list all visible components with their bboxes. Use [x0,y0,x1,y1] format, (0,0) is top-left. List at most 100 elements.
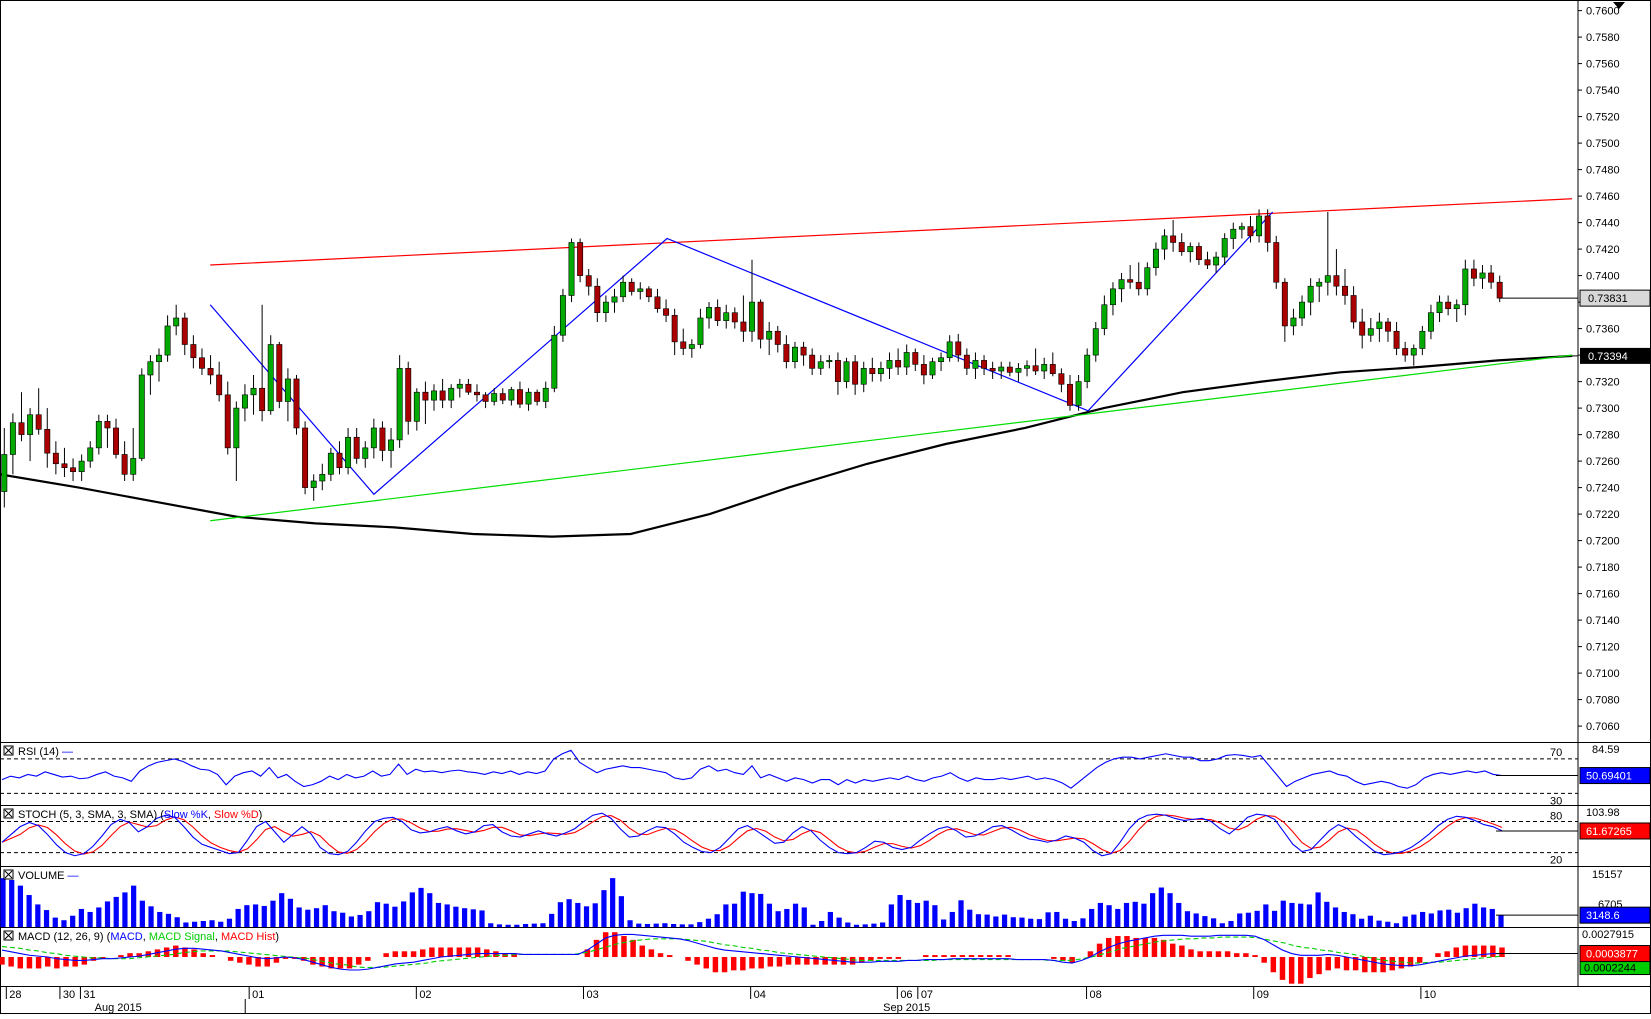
volume-bar [1359,918,1365,927]
macd-hist-bar [996,955,1002,957]
candle [1238,222,1245,239]
macd-hist-bar [1234,953,1240,957]
candle-body [611,296,618,303]
close-x-icon[interactable] [4,931,13,940]
volume-bar [662,923,668,927]
candle-body [1067,383,1073,406]
volume-bar [766,903,773,927]
candle [250,374,257,415]
x-tick-label: 30 [63,989,75,1001]
volume-bar [871,923,877,927]
volume-bar [984,914,990,927]
candle-body [241,394,248,409]
macd-hist-bar [1261,957,1267,963]
volume-bar [113,896,119,927]
candle [1316,278,1323,303]
candle-body [955,341,962,356]
macd-hist-bar [1279,957,1286,980]
macd-hist-bar [209,955,216,957]
price-tick-label: 0.7540 [1586,85,1620,97]
candle [508,386,515,406]
macd-hist-bar [72,957,78,967]
candle-body [439,390,446,401]
candle [1075,374,1082,411]
macd-hist-bar [1352,957,1359,971]
macd-hist-bar [227,957,234,961]
volume-bar [1489,908,1495,927]
macd-hist-bar [1206,951,1213,957]
candle [723,304,730,329]
candle-body [1041,364,1048,372]
volume-bar [366,911,372,927]
macd-hist-bar [1380,957,1386,973]
candle-body [783,344,790,363]
macd-hist-bar [977,955,984,957]
candle-body [525,391,532,405]
candle-body [1453,304,1460,310]
price-tick-label: 0.7480 [1586,165,1620,177]
candle-body [1178,242,1185,253]
candle [448,384,455,409]
rsi-value-label: 50.69401 [1586,771,1632,783]
candle-body [156,354,162,363]
macd-hist-bar [447,947,453,957]
candle-body [164,325,171,356]
macd-hist-bar [17,957,24,969]
volume-bar [1062,918,1069,927]
candle [1187,242,1194,263]
candle [1488,265,1495,289]
volume-bar [836,917,842,927]
candle [1470,259,1477,287]
macd-hist-bar [895,957,902,959]
candle-body [1195,246,1202,260]
last-price-label: 0.73831 [1588,293,1628,305]
candle-body [27,414,34,435]
price-tick-label: 0.7500 [1586,138,1620,150]
candle [1281,278,1288,342]
rsi-line [1,749,1503,789]
volume-bar [1132,901,1138,927]
candle-body [706,307,712,319]
close-x-icon[interactable] [4,746,13,755]
candle-body [843,361,850,382]
candle-body [1488,272,1495,283]
macd-hist-bar [868,957,874,961]
candle-body [1359,321,1366,336]
x-tick-label: 04 [754,989,766,1001]
close-x-icon[interactable] [4,809,13,818]
candle [757,299,764,349]
macd-hist-bar [246,957,252,965]
volume-bar [914,902,921,927]
volume-bar [775,911,781,927]
volume-bar [671,923,677,927]
candle [920,355,927,385]
candle-body [1307,285,1314,303]
close-x-icon[interactable] [4,870,13,879]
volume-bar [1210,918,1217,927]
volume-bar [1219,923,1225,927]
candle [1307,278,1314,316]
macd-hist-bar [1416,957,1423,963]
candle-body [585,275,592,287]
rsi-scale-max: 84.59 [1592,744,1620,756]
scroll-chevron-icon[interactable] [1613,2,1625,9]
candle-body [809,354,816,369]
volume-bar [601,890,607,927]
candle [1178,233,1185,256]
macd-legend: MACD [110,931,142,943]
volume-bar [1376,920,1382,927]
volume-bar [1411,914,1417,927]
macd-hist-bar [438,947,444,957]
candle [1195,242,1202,265]
candle [1333,249,1340,296]
volume-bar [723,904,729,927]
volume-bar [1141,903,1147,927]
volume-bar [827,911,833,927]
volume-bar [758,893,764,927]
volume-bar [705,918,712,927]
candle-body [199,357,205,369]
candle-body [800,346,807,356]
macd-hist-bar [1343,957,1350,971]
volume-bar [679,924,685,927]
price-tick-label: 0.7560 [1586,59,1620,71]
